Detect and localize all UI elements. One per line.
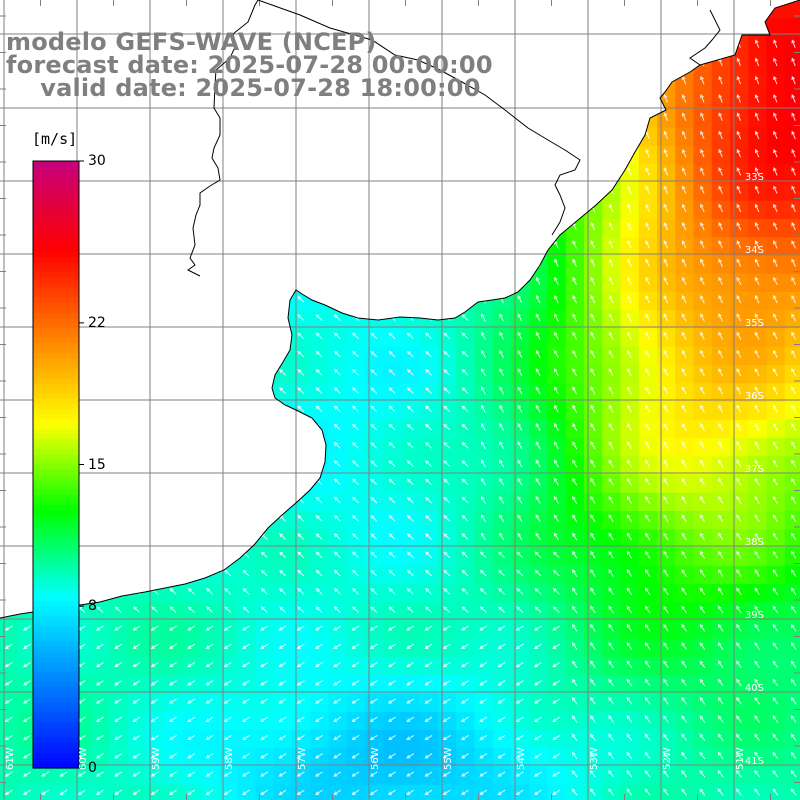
colorbar-tick-label: 8 [88, 598, 97, 615]
latitude-label: 34S [744, 245, 764, 256]
coastline [0, 0, 800, 619]
latitude-label: 33S [744, 172, 764, 183]
longitude-label: 52W [662, 747, 673, 770]
colorbar-tick-label: 30 [88, 153, 106, 169]
latitude-label: 38S [744, 537, 764, 548]
longitude-label: 61W [5, 747, 16, 770]
latitude-label: 41S [744, 756, 764, 767]
longitude-label: 55W [443, 747, 454, 770]
longitude-label: 51W [735, 747, 746, 770]
longitude-label: 54W [516, 747, 527, 770]
longitude-label: 59W [151, 747, 162, 770]
longitude-label: 58W [224, 747, 235, 770]
colorbar [32, 160, 84, 769]
latitude-label: 35S [744, 318, 764, 329]
colorbar-tick-label: 0 [88, 760, 97, 776]
latitude-label: 36S [744, 391, 764, 402]
country-border [187, 0, 721, 277]
valid-date: valid date: 2025-07-28 18:00:00 [6, 74, 481, 102]
longitude-label: 56W [370, 747, 381, 770]
longitude-label: 57W [297, 747, 308, 770]
forecast-date: forecast date: 2025-07-28 00:00:00 [6, 51, 493, 79]
land-mass [0, 0, 800, 618]
colorbar-tick-label: 15 [88, 456, 106, 473]
latitude-label: 39S [744, 610, 764, 621]
colorbar-tick-label: 22 [88, 314, 106, 331]
latitude-label: 40S [744, 683, 764, 694]
latitude-label: 37S [744, 464, 764, 475]
longitude-label: 53W [589, 747, 600, 770]
colorbar-unit: [m/s] [32, 130, 78, 148]
longitude-label: 60W [78, 747, 89, 770]
model-title: modelo GEFS-WAVE (NCEP) [6, 28, 377, 56]
